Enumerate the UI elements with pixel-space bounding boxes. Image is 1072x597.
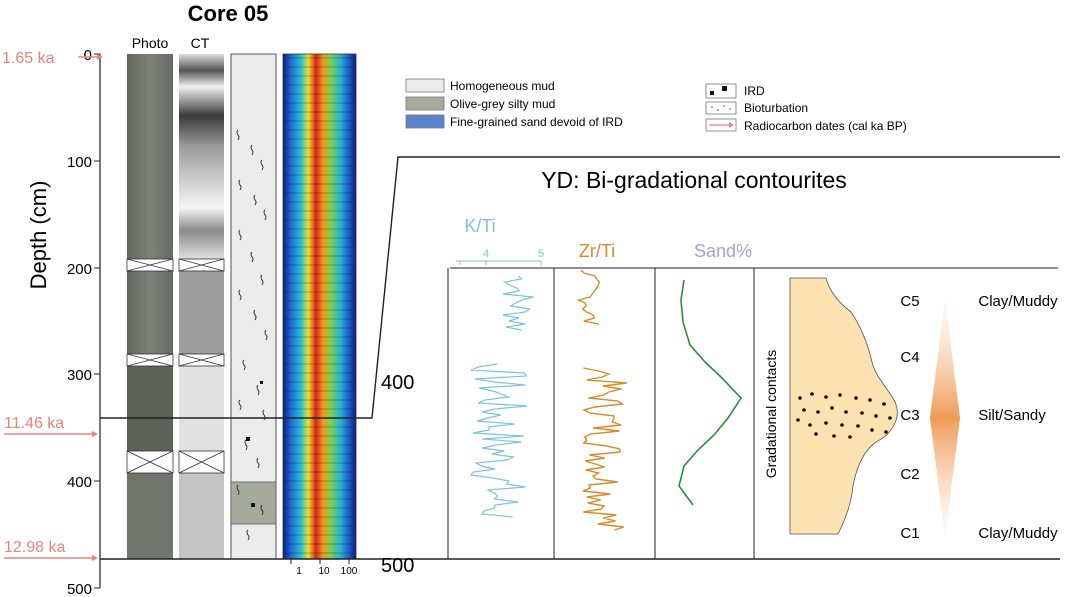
inset-depth-tick: 400 [381, 372, 414, 394]
unit-label-c4: C4 [900, 349, 919, 366]
depth-tick-label: 300 [67, 367, 92, 384]
unit-label-c1: C1 [900, 525, 919, 542]
bioturbation-icon [711, 105, 731, 111]
figure-title: Core 05 [188, 1, 269, 26]
radiocarbon-ages: 1.65 ka 11.46 ka 12.98 ka [2, 50, 103, 561]
sand-curve [678, 279, 743, 506]
ird-icon [710, 91, 714, 95]
inset-depth-tick: 500 [381, 555, 414, 577]
legend-label: Olive-grey silty mud [450, 97, 555, 111]
zrti-curve-lower [582, 367, 627, 531]
depth-tick-label: 0 [84, 47, 92, 64]
grain-size-tick: 10 [318, 566, 330, 577]
grain-size-spectrogram: 1 10 100 [282, 53, 358, 577]
unit-label-c5: C5 [900, 293, 919, 310]
age-label: 12.98 ka [4, 539, 65, 556]
depth-axis: 0 100 200 300 400 500 Depth (cm) [26, 47, 101, 597]
facies-label: Silt/Sandy [978, 407, 1046, 424]
ct-scan-column [178, 54, 225, 559]
ct-column-header: CT [191, 35, 210, 51]
depth-tick-label: 400 [67, 474, 92, 491]
grain-size-tick: 1 [296, 566, 302, 577]
age-label: 1.65 ka [2, 50, 55, 67]
legend-label: Homogeneous mud [450, 79, 555, 93]
kti-tick: 4 [483, 248, 489, 260]
kti-header: K/Ti [464, 216, 495, 236]
depth-tick-label: 100 [67, 154, 92, 171]
symbol-legend: IRD Bioturbation Radiocarbon dates (cal … [705, 83, 907, 133]
kti-curve-lower [469, 363, 528, 518]
facies-label: Clay/Muddy [978, 293, 1058, 310]
unit-label-c3: C3 [900, 407, 919, 424]
depth-tick-label: 200 [67, 261, 92, 278]
zrti-curve-upper [576, 269, 601, 325]
unit-label-c2: C2 [900, 466, 919, 483]
red-arrow-icon [709, 122, 734, 128]
kti-curve-upper [502, 275, 534, 331]
lithology-log [230, 53, 277, 560]
grading-arrow [930, 298, 960, 538]
depth-axis-label: Depth (cm) [26, 181, 51, 290]
sand-header: Sand% [694, 241, 752, 261]
inset-panel: YD: Bi-gradational contourites 400 500 K… [381, 167, 1058, 577]
inset-title: YD: Bi-gradational contourites [541, 167, 847, 193]
kti-tick: 5 [538, 248, 544, 260]
age-label: 11.46 ka [4, 415, 64, 432]
lithology-legend: Homogeneous mud Olive-grey silty mud Fin… [405, 78, 623, 129]
contourite-shape [789, 277, 898, 535]
legend-label: Radiocarbon dates (cal ka BP) [744, 119, 907, 133]
facies-label: Clay/Muddy [978, 525, 1058, 542]
core-photo-column [126, 54, 174, 559]
zoom-connector [100, 156, 1060, 560]
legend-label: IRD [744, 84, 765, 98]
zrti-header: Zr/Ti [579, 241, 615, 261]
contacts-label: Gradational contacts [763, 350, 779, 478]
sand-dots [796, 392, 892, 439]
photo-column-header: Photo [132, 35, 169, 51]
grain-size-tick: 100 [341, 566, 358, 577]
legend-label: Fine-grained sand devoid of IRD [450, 115, 623, 129]
depth-tick-label: 500 [67, 581, 92, 597]
legend-label: Bioturbation [744, 101, 808, 115]
